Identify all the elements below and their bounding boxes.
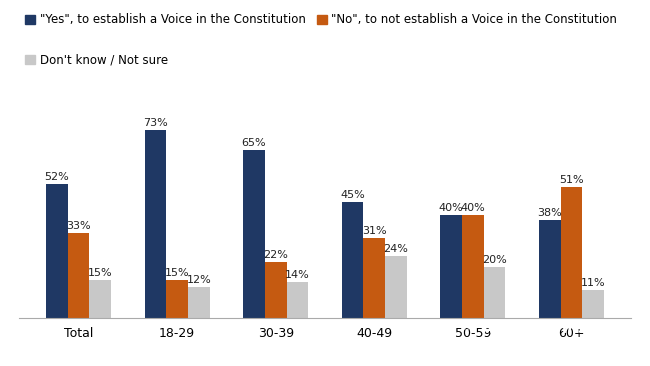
Legend: "Yes", to establish a Voice in the Constitution, "No", to not establish a Voice : "Yes", to establish a Voice in the Const… — [25, 13, 618, 26]
Text: Australia Institute: Australia Institute — [482, 321, 633, 336]
Bar — [582, 290, 604, 318]
Text: 33%: 33% — [66, 221, 91, 231]
Text: 38%: 38% — [538, 208, 562, 218]
Legend: Don't know / Not sure: Don't know / Not sure — [25, 53, 168, 67]
Text: 20%: 20% — [482, 255, 507, 265]
Text: 11%: 11% — [580, 278, 605, 288]
Bar — [484, 267, 505, 318]
Bar — [363, 238, 385, 318]
Text: 40%: 40% — [439, 203, 463, 213]
Text: Research that matters.: Research that matters. — [482, 347, 570, 356]
Text: 40%: 40% — [460, 203, 485, 213]
Bar — [166, 280, 188, 318]
Bar — [90, 280, 111, 318]
Bar — [287, 282, 308, 318]
Text: The: The — [460, 323, 475, 332]
Text: 65%: 65% — [242, 138, 266, 149]
Bar — [188, 287, 210, 318]
Text: 24%: 24% — [384, 244, 408, 254]
Text: 45%: 45% — [340, 190, 365, 200]
Bar — [243, 150, 265, 318]
Bar — [539, 220, 560, 318]
Text: 12%: 12% — [187, 275, 211, 285]
Text: 22%: 22% — [263, 250, 288, 259]
Bar — [46, 184, 68, 318]
Text: 15%: 15% — [165, 268, 190, 277]
Bar — [385, 257, 407, 318]
Bar — [440, 215, 462, 318]
Bar — [560, 187, 582, 318]
Bar — [265, 262, 287, 318]
Text: 14%: 14% — [285, 270, 310, 280]
Text: 51%: 51% — [559, 175, 584, 184]
Text: 31%: 31% — [362, 226, 387, 236]
Text: 73%: 73% — [143, 118, 168, 128]
Text: 52%: 52% — [45, 172, 70, 182]
Bar — [462, 215, 484, 318]
Text: 15%: 15% — [88, 268, 112, 277]
Bar — [145, 130, 166, 318]
Bar — [342, 202, 363, 318]
Bar — [68, 233, 90, 318]
